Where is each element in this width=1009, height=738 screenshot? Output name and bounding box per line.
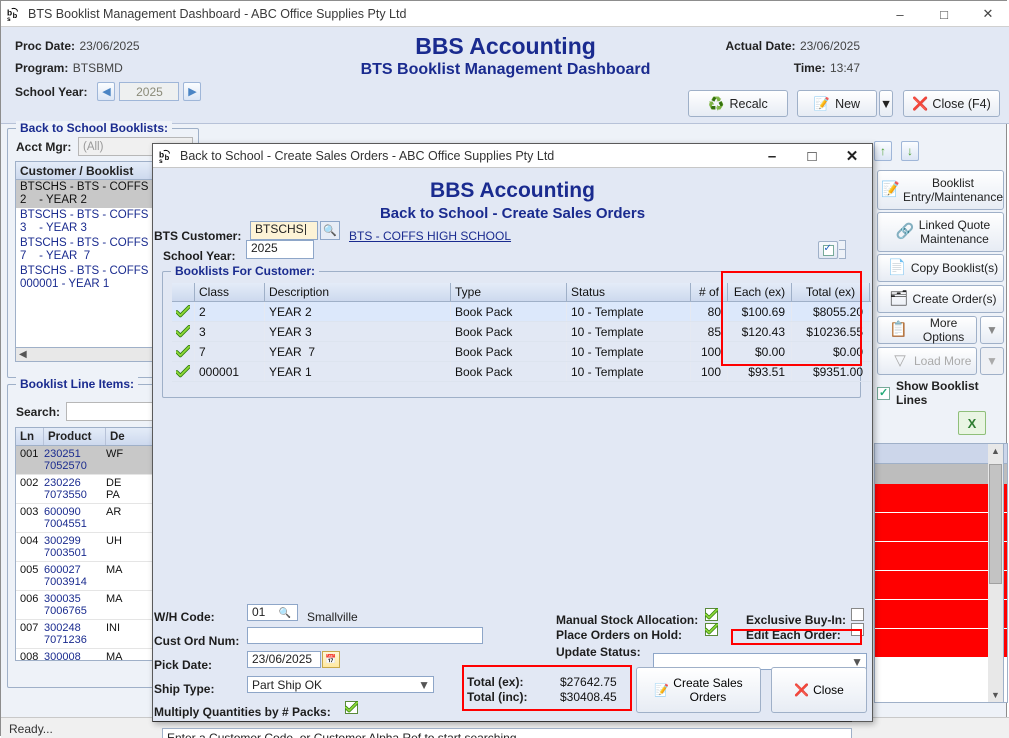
svg-text:b: b (165, 153, 170, 162)
svg-text:s: s (7, 16, 11, 21)
svg-text:s: s (159, 158, 163, 163)
svg-text:b: b (13, 11, 18, 20)
